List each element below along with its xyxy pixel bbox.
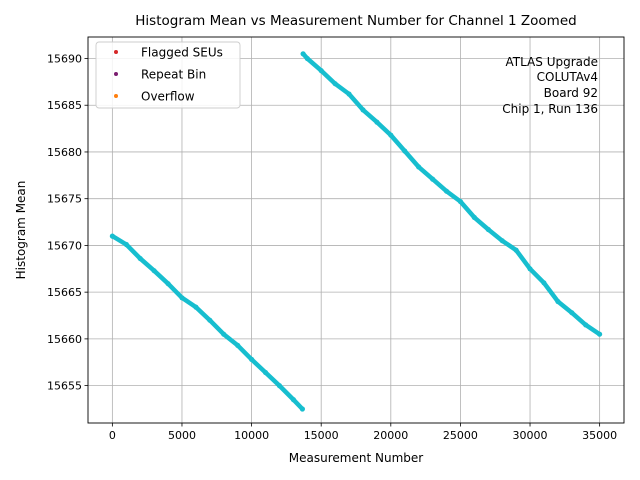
- data-point: [249, 356, 255, 362]
- data-point: [332, 81, 338, 87]
- data-point: [304, 55, 310, 62]
- data-point: [276, 383, 282, 389]
- data-point: [179, 295, 185, 301]
- legend-marker-flagged-seus: [114, 50, 118, 54]
- data-point: [123, 241, 129, 248]
- y-tick-label: 15660: [47, 333, 82, 346]
- x-axis-label: Measurement Number: [289, 451, 423, 465]
- annotation-line-2: COLUTAv4: [537, 70, 598, 84]
- y-tick-label: 15685: [47, 99, 82, 112]
- data-point: [513, 247, 519, 253]
- y-ticks: 15655 15660 15665 15670 15675 15680 15685 15690: [47, 52, 88, 393]
- legend-marker-repeat-bin: [114, 72, 118, 76]
- x-tick-label: 20000: [373, 429, 408, 442]
- data-point: [541, 280, 547, 286]
- data-point: [299, 406, 305, 412]
- y-axis-label: Histogram Mean: [14, 181, 28, 280]
- chart-title: Histogram Mean vs Measurement Number for…: [135, 13, 576, 29]
- y-tick-label: 15655: [47, 380, 82, 393]
- data-point: [583, 322, 589, 328]
- x-ticks: 0 5000 10000 15000 20000 25000 30000 35000: [109, 423, 617, 442]
- data-point: [300, 51, 306, 57]
- data-point: [318, 68, 324, 74]
- data-point: [151, 268, 157, 274]
- annotation-line-3: Board 92: [544, 86, 598, 100]
- y-tick-label: 15680: [47, 146, 82, 159]
- legend-label-flagged-seus: Flagged SEUs: [141, 46, 223, 60]
- data-point: [235, 342, 241, 348]
- data-point: [221, 331, 227, 337]
- data-point: [416, 164, 422, 170]
- legend-label-repeat-bin: Repeat Bin: [141, 68, 206, 82]
- data-point: [457, 198, 463, 205]
- legend: Flagged SEUs Repeat Bin Overflow: [95, 41, 241, 109]
- plot-frame: [87, 36, 625, 424]
- run-annotation: ATLAS Upgrade COLUTAv4 Board 92 Chip 1, …: [502, 55, 598, 116]
- x-tick-label: 15000: [304, 429, 339, 442]
- y-tick-label: 15690: [47, 52, 82, 65]
- data-point: [402, 148, 408, 154]
- data-point: [207, 317, 213, 323]
- legend-marker-overflow: [114, 94, 118, 98]
- data-point: [262, 369, 269, 376]
- legend-box: [95, 41, 241, 109]
- data-point: [443, 188, 450, 194]
- annotation-line-1: ATLAS Upgrade: [505, 55, 598, 69]
- y-tick-label: 15675: [47, 193, 82, 206]
- data-point: [485, 226, 491, 233]
- legend-label-overflow: Overflow: [141, 90, 195, 104]
- data-point: [109, 233, 115, 239]
- data-point: [290, 397, 296, 403]
- x-tick-label: 30000: [513, 429, 548, 442]
- y-tick-label: 15665: [47, 286, 82, 299]
- data-point: [193, 304, 199, 310]
- data-points: [109, 51, 603, 412]
- data-point: [346, 91, 352, 97]
- x-tick-label: 0: [109, 429, 116, 442]
- data-point: [388, 132, 394, 138]
- data-point: [597, 331, 603, 337]
- data-point: [165, 281, 171, 287]
- data-point: [527, 266, 533, 272]
- data-point: [569, 310, 575, 316]
- x-tick-label: 35000: [582, 429, 617, 442]
- data-point: [374, 119, 380, 125]
- data-point: [137, 255, 143, 262]
- x-tick-label: 25000: [443, 429, 478, 442]
- data-point: [430, 176, 436, 182]
- annotation-line-4: Chip 1, Run 136: [502, 102, 598, 116]
- x-tick-label: 10000: [234, 429, 269, 442]
- data-point: [555, 298, 561, 305]
- y-tick-label: 15670: [47, 239, 82, 252]
- x-tick-label: 5000: [168, 429, 196, 442]
- data-point: [360, 107, 366, 113]
- data-point: [471, 214, 477, 220]
- data-point: [499, 238, 505, 244]
